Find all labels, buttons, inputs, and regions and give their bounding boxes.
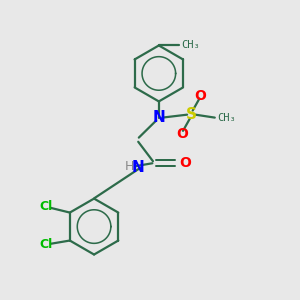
Text: N: N bbox=[152, 110, 165, 125]
Text: O: O bbox=[179, 156, 191, 170]
Text: O: O bbox=[176, 127, 188, 141]
Text: N: N bbox=[131, 160, 144, 175]
Text: CH₃: CH₃ bbox=[218, 112, 236, 123]
Text: Cl: Cl bbox=[40, 238, 53, 251]
Text: CH₃: CH₃ bbox=[181, 40, 200, 50]
Text: O: O bbox=[194, 88, 206, 103]
Text: H: H bbox=[125, 160, 134, 173]
Text: Cl: Cl bbox=[40, 200, 53, 213]
Text: S: S bbox=[186, 107, 197, 122]
